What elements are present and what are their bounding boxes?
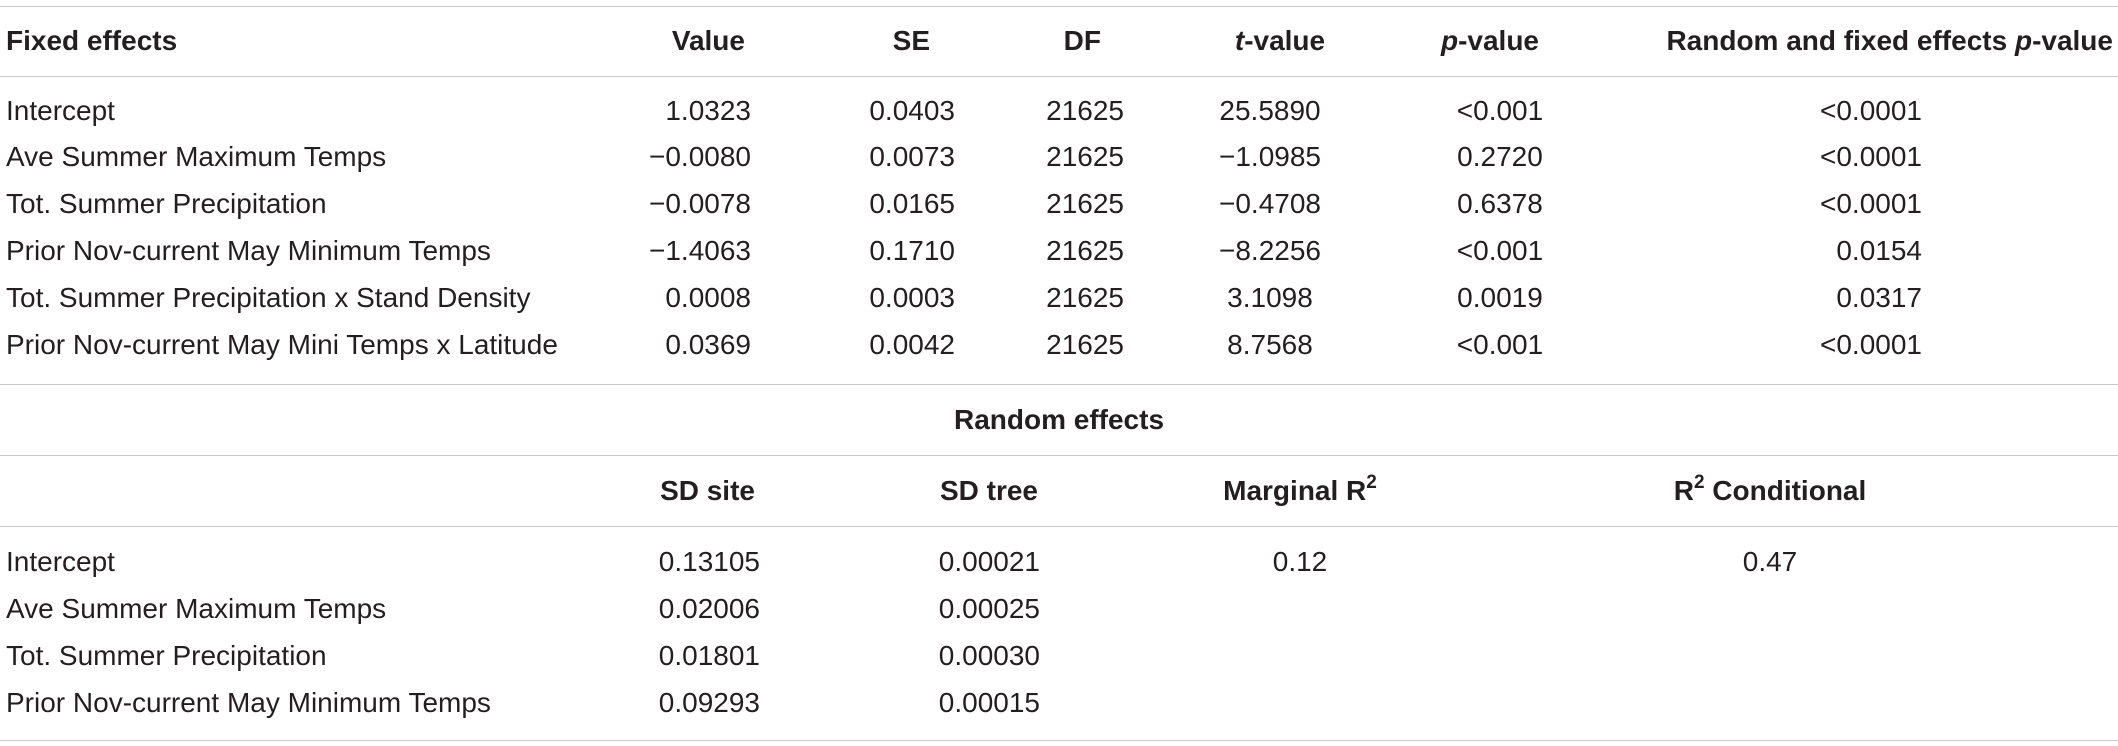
sd-site-cell: 0.13105 <box>658 546 760 577</box>
t-value-cell: −8.2256 <box>1219 235 1321 266</box>
p-value-header: p-value <box>1440 25 1540 56</box>
row-label: Tot. Summer Precipitation <box>6 188 327 219</box>
t-value-cell: 3.1098 <box>1227 282 1313 313</box>
value-header: Value <box>671 25 745 56</box>
t-value-cell: 8.7568 <box>1227 329 1313 360</box>
row-label: Tot. Summer Precipitation <box>6 640 327 671</box>
sd-site-cell: 0.01801 <box>658 640 760 671</box>
sd-tree-cell: 0.00021 <box>938 546 1040 577</box>
sd-tree-cell: 0.00015 <box>938 687 1040 718</box>
random-fixed-p-value-cell: 0.0317 <box>1836 282 1922 313</box>
random-fixed-p-value-cell: <0.0001 <box>1820 188 1922 219</box>
se-cell: 0.0042 <box>869 329 955 360</box>
conditional-r2-cell <box>1690 687 1850 719</box>
p-value-cell: <0.001 <box>1456 329 1544 360</box>
df-cell: 21625 <box>1046 235 1124 266</box>
row-label: Prior Nov-current May Minimum Temps <box>6 687 491 718</box>
se-cell: 0.0073 <box>869 141 955 172</box>
sd-site-cell: 0.02006 <box>658 593 760 624</box>
t-value-cell: −0.4708 <box>1219 188 1321 219</box>
fixed-effects-heading: Fixed effects <box>6 25 178 56</box>
se-cell: 0.0165 <box>869 188 955 219</box>
sd-site-header: SD site <box>660 475 755 506</box>
random-section-rule <box>0 384 2118 385</box>
p-value-cell: 0.6378 <box>1457 188 1543 219</box>
conditional-r2-cell <box>1690 593 1850 625</box>
row-label: Tot. Summer Precipitation x Stand Densit… <box>6 282 531 313</box>
t-value-cell: −1.0985 <box>1219 141 1321 172</box>
row-label: Prior Nov-current May Minimum Temps <box>6 235 491 266</box>
p-value-cell: 0.2720 <box>1457 141 1543 172</box>
se-cell: 0.0403 <box>869 95 955 126</box>
p-value-cell: <0.001 <box>1456 95 1544 126</box>
sd-tree-cell: 0.00025 <box>938 593 1040 624</box>
table-bottom-rule <box>0 740 2118 741</box>
se-cell: 0.1710 <box>869 235 955 266</box>
row-label: Intercept <box>6 546 115 577</box>
value-cell: −0.0078 <box>649 188 751 219</box>
p-value-cell: <0.001 <box>1456 235 1544 266</box>
marginal-r2-header: Marginal R2 <box>1223 471 1377 506</box>
random-fixed-p-value-header: Random and fixed effects p-value <box>1666 25 2113 56</box>
random-columns-rule <box>0 526 2118 527</box>
value-cell: 1.0323 <box>665 95 751 126</box>
random-effects-heading: Random effects <box>953 404 1165 435</box>
se-header: SE <box>892 25 930 56</box>
value-cell: 0.0369 <box>665 329 751 360</box>
marginal-r2-cell <box>1180 640 1420 672</box>
row-label: Ave Summer Maximum Temps <box>6 141 387 172</box>
conditional-r2-cell <box>1690 640 1850 672</box>
value-cell: 0.0008 <box>665 282 751 313</box>
random-fixed-p-value-cell: 0.0154 <box>1836 235 1922 266</box>
conditional-r2-cell: 0.47 <box>1742 546 1798 577</box>
t-value-header: t-value <box>1234 25 1326 56</box>
df-header: DF <box>1063 25 1101 56</box>
random-fixed-p-value-cell: <0.0001 <box>1820 329 1922 360</box>
conditional-r2-header: R2 Conditional <box>1673 471 1867 506</box>
marginal-r2-cell <box>1180 687 1420 719</box>
row-label: Prior Nov-current May Mini Temps x Latit… <box>6 329 558 360</box>
df-cell: 21625 <box>1046 95 1124 126</box>
row-label: Intercept <box>6 95 115 126</box>
header-rule <box>0 76 2118 77</box>
marginal-r2-cell: 0.12 <box>1272 546 1328 577</box>
t-value-cell: 25.5890 <box>1219 95 1321 126</box>
df-cell: 21625 <box>1046 188 1124 219</box>
df-cell: 21625 <box>1046 141 1124 172</box>
value-cell: −0.0080 <box>649 141 751 172</box>
row-label: Ave Summer Maximum Temps <box>6 593 387 624</box>
random-header-rule <box>0 455 2118 456</box>
value-cell: −1.4063 <box>649 235 751 266</box>
df-cell: 21625 <box>1046 282 1124 313</box>
random-fixed-p-value-cell: <0.0001 <box>1820 95 1922 126</box>
sd-tree-header: SD tree <box>939 475 1038 506</box>
p-value-cell: 0.0019 <box>1457 282 1543 313</box>
df-cell: 21625 <box>1046 329 1124 360</box>
sd-tree-cell: 0.00030 <box>938 640 1040 671</box>
random-fixed-p-value-cell: <0.0001 <box>1820 141 1922 172</box>
se-cell: 0.0003 <box>869 282 955 313</box>
table-top-rule <box>0 6 2118 7</box>
sd-site-cell: 0.09293 <box>658 687 760 718</box>
marginal-r2-cell <box>1180 593 1420 625</box>
